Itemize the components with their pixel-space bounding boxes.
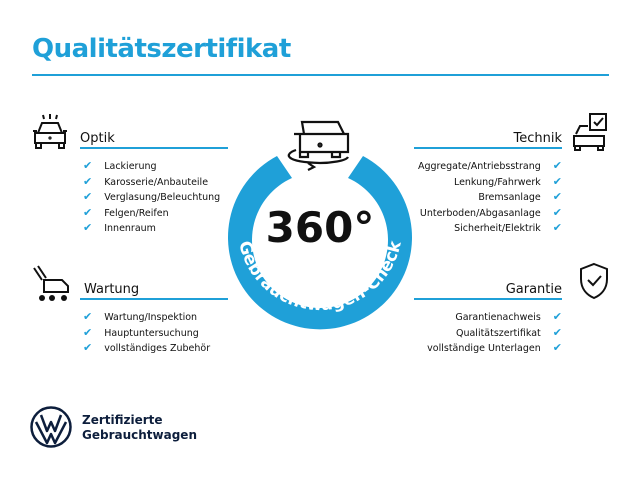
list-item: ✔ Lackierung [83, 159, 157, 172]
car-rotate-icon [287, 120, 350, 171]
check-icon: ✔ [552, 310, 562, 323]
degrees-label: 360° [266, 203, 375, 252]
list-item: ✔ Wartung/Inspektion [83, 310, 198, 323]
list-item: Unterboden/Abgasanlage ✔ [419, 205, 562, 219]
list-item: Aggregate/Antriebsstrang ✔ [417, 159, 562, 172]
check-icon: ✔ [552, 190, 562, 203]
check-icon: ✔ [552, 341, 562, 354]
garantie-list: Garantienachweis ✔ Qualitätszertifikat ✔ v… [427, 310, 562, 357]
list-item: Sicherheit/Elektrik ✔ [454, 221, 562, 234]
list-item: ✔ Hauptuntersuchung [83, 325, 199, 339]
section-divider [80, 298, 228, 300]
technik-list: Aggregate/Antriebsstrang ✔ Lenkung/Fahrwe… [418, 159, 562, 237]
check-icon: ✔ [83, 205, 93, 219]
check-icon: ✔ [83, 310, 93, 323]
brand-line-1: Zertifizierte [82, 413, 163, 427]
section-title: Wartung [84, 282, 140, 297]
section-title: Technik [513, 131, 563, 146]
list-item: ✔ vollständiges Zubehör [83, 341, 211, 354]
list-item: ✔ Verglasung/Beleuchtung [83, 190, 221, 203]
list-item: Garantienachweis ✔ [455, 310, 562, 323]
car-check-icon [573, 113, 607, 151]
section-divider [80, 147, 228, 149]
list-item: Lenkung/Fahrwerk ✔ [453, 174, 562, 188]
check-icon: ✔ [83, 190, 93, 203]
check-icon: ✔ [552, 205, 562, 219]
360-check-badge: 360° Gebrauchtwagen-Check [228, 120, 412, 330]
list-item: vollständige Unterlagen ✔ [427, 341, 562, 354]
section-divider [414, 147, 562, 149]
section-title: Garantie [505, 282, 562, 297]
vw-logo-icon [30, 406, 72, 448]
list-item: Qualitätszertifikat ✔ [455, 325, 562, 339]
check-icon: ✔ [83, 325, 93, 339]
section-title: Optik [80, 131, 115, 146]
list-item: ✔ Innenraum [83, 221, 156, 234]
wartung-list: ✔ Wartung/Inspektion ✔ Hauptuntersuchung ✔… [83, 310, 210, 357]
check-icon: ✔ [552, 159, 562, 172]
list-item: Bremsanlage ✔ [478, 190, 562, 203]
check-icon: ✔ [83, 221, 93, 234]
check-icon: ✔ [83, 341, 93, 354]
service-cart-icon [33, 265, 69, 301]
list-item: ✔ Felgen/Reifen [83, 205, 169, 219]
check-icon: ✔ [552, 221, 562, 234]
check-icon: ✔ [83, 174, 93, 188]
optik-list: ✔ Lackierung ✔ Karosserie/Anbauteile ✔ Verg… [83, 159, 220, 237]
brand-line-2: Gebrauchtwagen [82, 428, 197, 442]
check-icon: ✔ [552, 325, 562, 339]
page-title: Qualitätszertifikat [32, 34, 291, 64]
check-icon: ✔ [83, 159, 93, 172]
title-divider [32, 74, 609, 76]
list-item: ✔ Karosserie/Anbauteile [83, 174, 209, 188]
shield-check-icon [580, 262, 608, 300]
section-divider [414, 298, 562, 300]
check-icon: ✔ [552, 174, 562, 188]
brand-text: Zertifizierte Gebrauchtwagen [82, 413, 197, 443]
car-lights-icon [33, 114, 67, 149]
